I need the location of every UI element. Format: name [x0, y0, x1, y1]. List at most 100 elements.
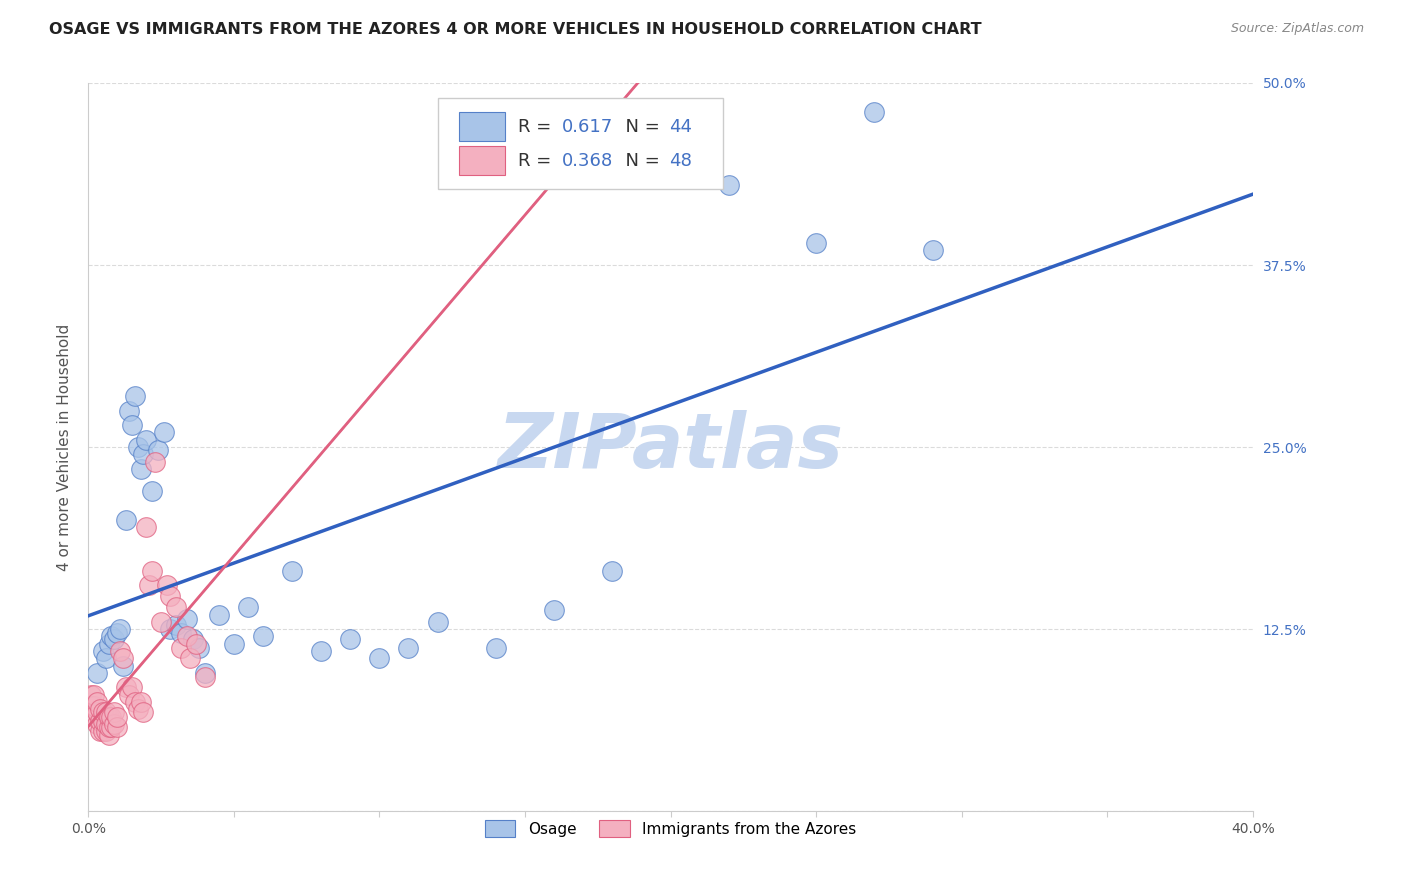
Point — [89, 714, 111, 728]
Point — [112, 651, 135, 665]
Point — [103, 632, 125, 647]
Point — [806, 236, 828, 251]
Point — [94, 724, 117, 739]
Point — [127, 440, 149, 454]
Point — [118, 688, 141, 702]
Text: 44: 44 — [669, 118, 692, 136]
Point — [100, 709, 122, 723]
Point — [121, 681, 143, 695]
Point — [170, 626, 193, 640]
Point — [141, 483, 163, 498]
Point — [170, 641, 193, 656]
Point — [97, 728, 120, 742]
Point — [105, 720, 128, 734]
Point — [108, 622, 131, 636]
Point — [339, 632, 361, 647]
Point — [132, 705, 155, 719]
Point — [129, 462, 152, 476]
Legend: Osage, Immigrants from the Azores: Osage, Immigrants from the Azores — [479, 814, 862, 844]
Point — [863, 105, 886, 120]
Text: 0.368: 0.368 — [562, 152, 613, 169]
Point — [94, 651, 117, 665]
Point — [187, 641, 209, 656]
Point — [127, 702, 149, 716]
Point — [83, 688, 105, 702]
Point — [86, 705, 108, 719]
Point — [135, 433, 157, 447]
Point — [89, 702, 111, 716]
Text: 0.617: 0.617 — [562, 118, 613, 136]
Point — [129, 695, 152, 709]
Point — [602, 564, 624, 578]
Text: Source: ZipAtlas.com: Source: ZipAtlas.com — [1230, 22, 1364, 36]
Point — [86, 716, 108, 731]
Point — [105, 709, 128, 723]
Point — [108, 644, 131, 658]
Point — [165, 600, 187, 615]
Point — [143, 455, 166, 469]
Point — [181, 632, 204, 647]
Point — [91, 724, 114, 739]
Text: N =: N = — [613, 152, 665, 169]
Point — [86, 665, 108, 680]
Point — [124, 695, 146, 709]
Point — [176, 612, 198, 626]
Point — [135, 520, 157, 534]
Text: R =: R = — [517, 152, 557, 169]
Point — [153, 425, 176, 440]
Point — [112, 658, 135, 673]
Point — [159, 622, 181, 636]
Point — [252, 629, 274, 643]
Point — [83, 709, 105, 723]
Point — [156, 578, 179, 592]
Point — [141, 564, 163, 578]
Point — [921, 244, 943, 258]
Point — [138, 578, 160, 592]
Point — [146, 442, 169, 457]
Point — [115, 681, 138, 695]
Point — [86, 695, 108, 709]
Point — [238, 600, 260, 615]
Text: N =: N = — [613, 118, 665, 136]
Point — [94, 716, 117, 731]
Point — [208, 607, 231, 622]
Point — [91, 644, 114, 658]
Point — [132, 447, 155, 461]
Point — [89, 724, 111, 739]
Point — [176, 629, 198, 643]
Point — [91, 705, 114, 719]
Point — [83, 699, 105, 714]
Point — [543, 603, 565, 617]
Point — [149, 615, 172, 629]
Text: OSAGE VS IMMIGRANTS FROM THE AZORES 4 OR MORE VEHICLES IN HOUSEHOLD CORRELATION : OSAGE VS IMMIGRANTS FROM THE AZORES 4 OR… — [49, 22, 981, 37]
Point — [100, 629, 122, 643]
Point — [717, 178, 740, 192]
Point — [222, 637, 245, 651]
Point — [97, 709, 120, 723]
Point — [100, 720, 122, 734]
Point — [91, 714, 114, 728]
Point — [398, 641, 420, 656]
Point — [159, 589, 181, 603]
Point — [309, 644, 332, 658]
Text: R =: R = — [517, 118, 557, 136]
Point — [368, 651, 391, 665]
Point — [115, 513, 138, 527]
Point — [121, 418, 143, 433]
Point — [426, 615, 449, 629]
Point — [97, 720, 120, 734]
Point — [105, 626, 128, 640]
Point — [124, 389, 146, 403]
Point — [94, 705, 117, 719]
Point — [281, 564, 304, 578]
Point — [80, 688, 103, 702]
Point — [184, 637, 207, 651]
Point — [179, 651, 201, 665]
FancyBboxPatch shape — [437, 97, 723, 188]
Point — [80, 699, 103, 714]
Y-axis label: 4 or more Vehicles in Household: 4 or more Vehicles in Household — [58, 324, 72, 571]
Point — [103, 705, 125, 719]
Point — [485, 641, 508, 656]
Point — [165, 617, 187, 632]
Text: 48: 48 — [669, 152, 692, 169]
